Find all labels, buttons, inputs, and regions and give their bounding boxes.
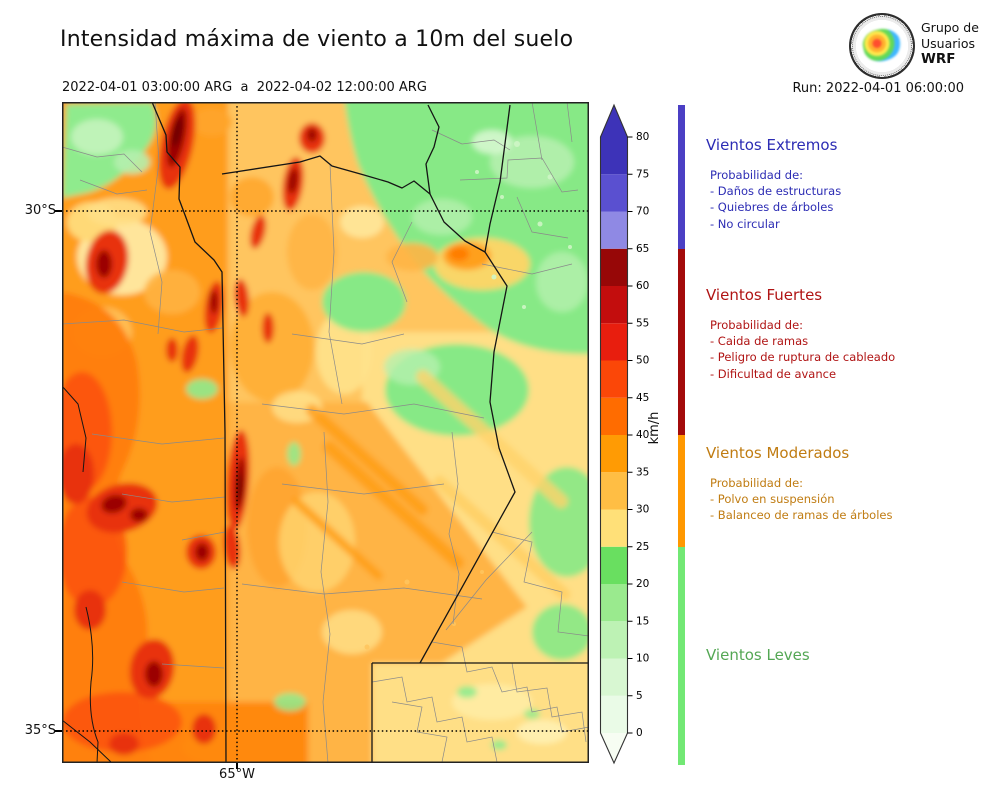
colorbar-segment: [600, 509, 628, 547]
colorbar-segment: [600, 435, 628, 473]
colorbar-below-arrow: [600, 733, 628, 763]
legend-item: - Dificultad de avance: [710, 366, 837, 381]
colorbar-tick-label: 5: [636, 690, 643, 702]
colorbar-unit-label: km/h: [647, 411, 662, 445]
legend-section: Vientos Extremos Probabilidad de: - Daños …: [706, 136, 841, 232]
category-strip: [678, 105, 685, 765]
legend-intro: Probabilidad de:: [710, 318, 804, 332]
lat-tick-35s: [55, 730, 62, 732]
legend-section: Vientos Leves: [706, 646, 810, 665]
category-strip-segment: [678, 105, 685, 249]
colorbar-tick-label: 75: [636, 168, 649, 180]
logo-line-1: Grupo de: [921, 20, 979, 35]
colorbar-tick-label: 60: [636, 280, 649, 292]
map-frame: [62, 102, 589, 763]
legend-intro: Probabilidad de:: [710, 168, 804, 182]
legend-item: - Polvo en suspensión: [710, 492, 835, 506]
logo-ring: [852, 16, 912, 76]
colorbar-tick-label: 20: [636, 578, 649, 590]
colorbar-segment: [600, 584, 628, 622]
legend-item: - Balanceo de ramas de árboles: [710, 508, 893, 523]
colorbar-segment: [600, 472, 628, 510]
lon-tick-65w: [236, 762, 238, 769]
colorbar-tick-label: 50: [636, 355, 649, 367]
lat-label-30s: 30°S: [24, 203, 56, 218]
category-strip-segment: [678, 435, 685, 547]
colorbar-tick-label: 70: [636, 206, 649, 218]
legend-section-title: Vientos Moderados: [706, 444, 850, 462]
colorbar-tick-label: 35: [636, 466, 649, 478]
legend-section-title: Vientos Extremos: [706, 136, 838, 154]
legend-section: Vientos Moderados Probabilidad de: - Polvo…: [706, 444, 892, 524]
department-borders: [62, 102, 589, 763]
lat-tick-30s: [55, 210, 62, 212]
legend-item: - Quiebres de árboles: [710, 200, 834, 215]
colorbar-tick-label: 80: [636, 131, 649, 143]
page-title: Intensidad máxima de viento a 10m del su…: [60, 27, 574, 52]
run-timestamp: Run: 2022-04-01 06:00:00: [792, 81, 964, 96]
colorbar-tick-label: 55: [636, 317, 649, 329]
colorbar-tick-label: 45: [636, 392, 649, 404]
colorbar-segment: [600, 695, 628, 733]
colorbar-tick-label: 15: [636, 615, 649, 627]
legend-section-title: Vientos Fuertes: [706, 286, 823, 304]
colorbar-segment: [600, 248, 628, 286]
green-speckles: [475, 141, 572, 309]
province-borders: [62, 102, 589, 763]
wind-map-svg: [62, 102, 589, 763]
legend-section: Vientos Fuertes Probabilidad de: - Caida d…: [706, 286, 895, 382]
legend-item: - Caida de ramas: [710, 334, 809, 348]
category-strip-segment: [678, 546, 685, 765]
wind-field-shading: [62, 102, 589, 763]
colorbar-segment: [600, 658, 628, 696]
legend-section-title: Vientos Leves: [706, 646, 810, 664]
colorbar-tick-label: 40: [636, 429, 649, 441]
colorbar-segment: [600, 360, 628, 398]
colorbar-segment: [600, 546, 628, 584]
colorbar-segment: [600, 323, 628, 361]
colorbar-tick-label: 25: [636, 541, 649, 553]
legend-item: - No circular: [710, 216, 780, 231]
logo-line-3: WRF: [921, 51, 956, 67]
colorbar-tick-label: 0: [636, 727, 643, 739]
logo-text: Grupo de Usuarios WRF: [921, 20, 979, 68]
category-strip-segment: [678, 248, 685, 435]
legend-item: - Daños de estructuras: [710, 184, 842, 198]
legend-item: - Peligro de ruptura de cableado: [710, 350, 896, 365]
valid-period-label: 2022-04-01 03:00:00 ARG a 2022-04-02 12:…: [62, 80, 427, 95]
colorbar-segment: [600, 211, 628, 249]
lat-label-35s: 35°S: [24, 723, 56, 738]
colorbar-above-arrow: [600, 105, 628, 137]
colorbar-segment: [600, 397, 628, 435]
colorbar-segment: [600, 137, 628, 175]
wrf-users-group-logo-icon: [849, 13, 915, 79]
graticule-dotted-lines: [62, 102, 589, 763]
wind-category-legend: Vientos Extremos Probabilidad de: - Daños …: [700, 105, 996, 785]
colorbar-segment: [600, 621, 628, 659]
logo-line-2: Usuarios: [921, 35, 976, 51]
lon-label-65w: 65°W: [219, 767, 255, 782]
colorbar-tick-label: 10: [636, 653, 649, 665]
colorbar-segment: [600, 286, 628, 324]
colorbar-tick-label: 65: [636, 243, 649, 255]
colorbar-segment: [600, 174, 628, 212]
legend-intro: Probabilidad de:: [710, 476, 804, 490]
colorbar-tick-label: 30: [636, 504, 649, 516]
colorbar: 0 5 10 15 20 25 30 35 40 45 50 55 60 65 70 75 80: [599, 103, 649, 765]
